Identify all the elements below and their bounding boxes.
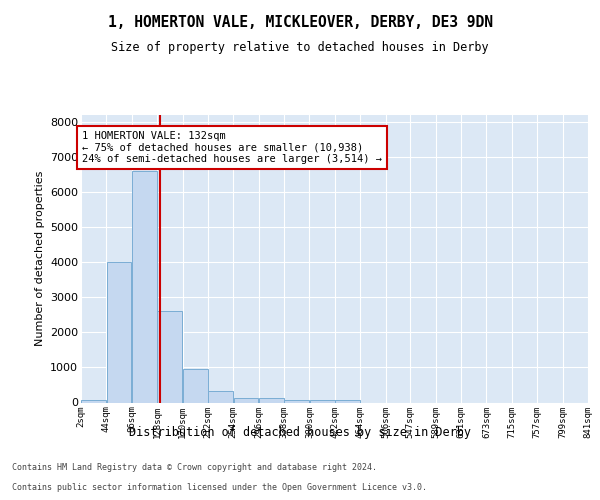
Bar bbox=[335, 400, 360, 402]
Bar bbox=[233, 398, 259, 402]
Bar bbox=[132, 171, 157, 402]
Bar bbox=[208, 391, 233, 402]
Bar bbox=[107, 262, 131, 402]
Bar bbox=[82, 400, 106, 402]
Bar bbox=[183, 369, 208, 402]
Text: Contains HM Land Registry data © Crown copyright and database right 2024.: Contains HM Land Registry data © Crown c… bbox=[12, 463, 377, 472]
Text: 1 HOMERTON VALE: 132sqm
← 75% of detached houses are smaller (10,938)
24% of sem: 1 HOMERTON VALE: 132sqm ← 75% of detache… bbox=[82, 131, 382, 164]
Text: Contains public sector information licensed under the Open Government Licence v3: Contains public sector information licen… bbox=[12, 483, 427, 492]
Bar bbox=[157, 312, 182, 402]
Bar bbox=[259, 398, 284, 402]
Bar bbox=[284, 400, 309, 402]
Text: Size of property relative to detached houses in Derby: Size of property relative to detached ho… bbox=[111, 41, 489, 54]
Y-axis label: Number of detached properties: Number of detached properties bbox=[35, 171, 44, 346]
Text: Distribution of detached houses by size in Derby: Distribution of detached houses by size … bbox=[129, 426, 471, 439]
Bar bbox=[310, 400, 335, 402]
Text: 1, HOMERTON VALE, MICKLEOVER, DERBY, DE3 9DN: 1, HOMERTON VALE, MICKLEOVER, DERBY, DE3… bbox=[107, 15, 493, 30]
